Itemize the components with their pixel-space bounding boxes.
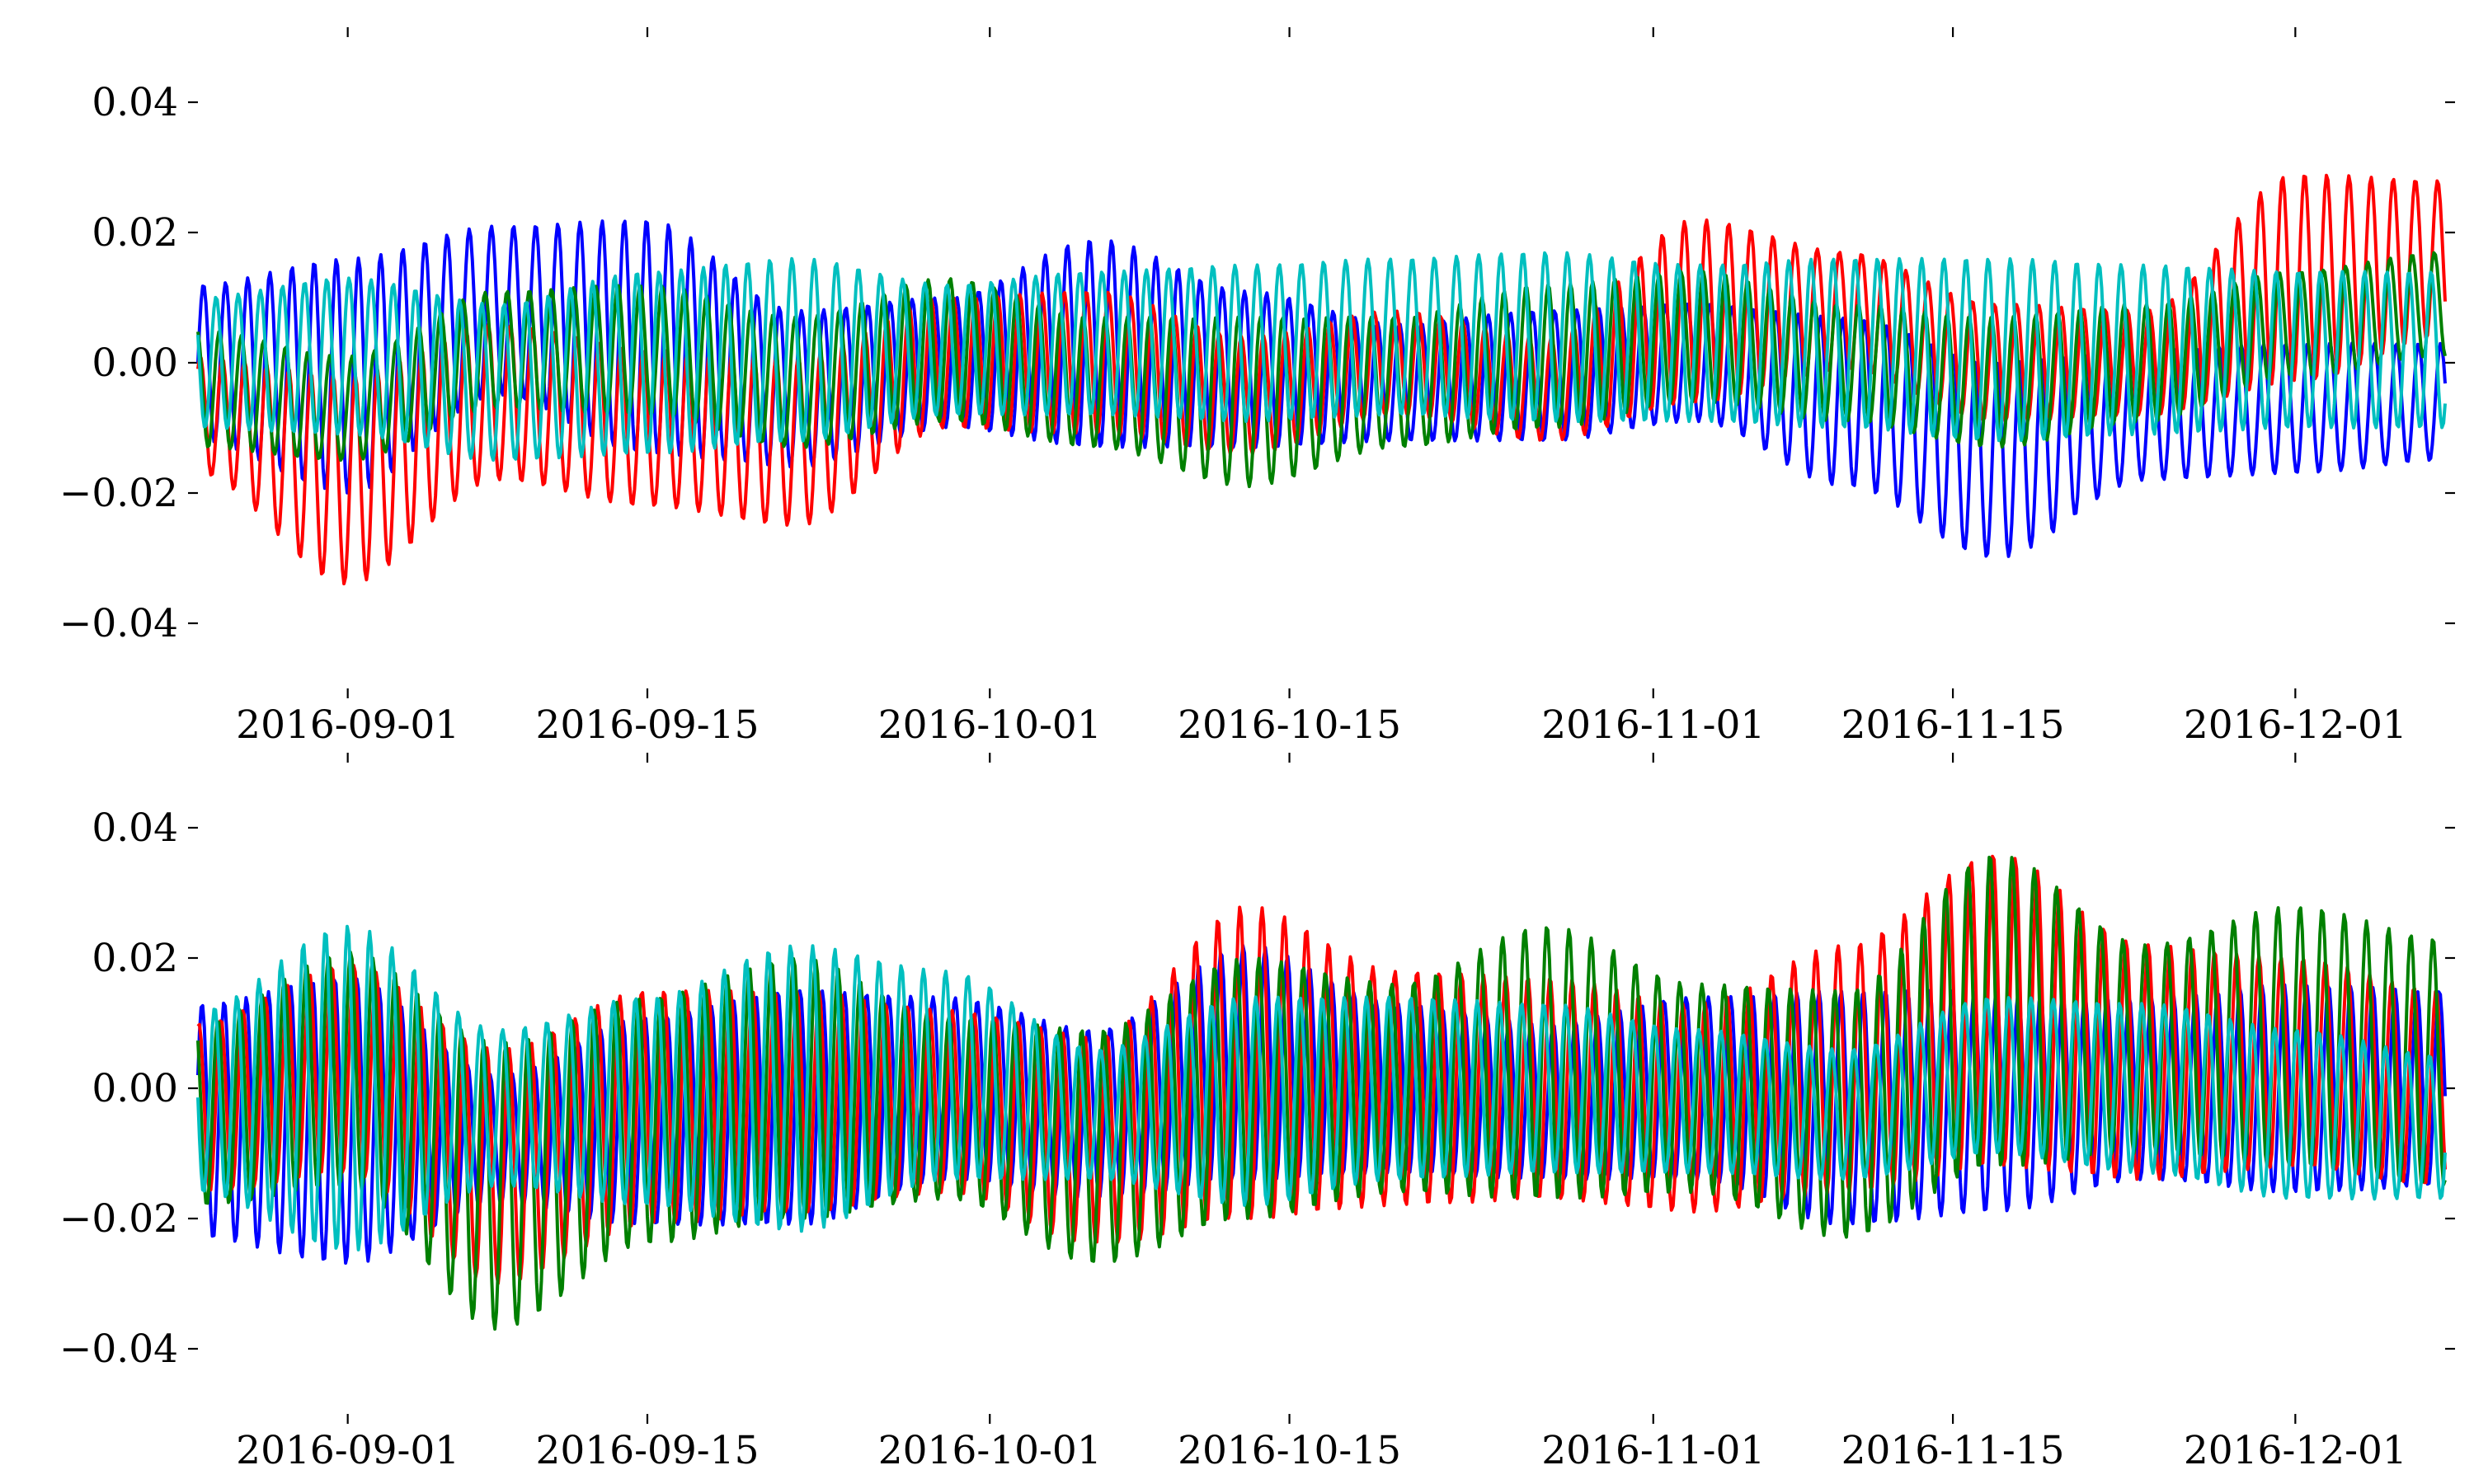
- y-tick-label: 0.00: [92, 1066, 178, 1111]
- y-tick-label: 0.04: [92, 805, 178, 851]
- x-tick-label: 2016-11-15: [1841, 1428, 2065, 1473]
- x-tick-label: 2016-10-01: [878, 702, 1102, 748]
- bottom-panel: 0.04 0.02 0.00 −0.02 −0.04 2016-09-01 2016-09-…: [59, 753, 2455, 1473]
- x-tick-label: 2016-12-01: [2184, 1428, 2407, 1473]
- x-tick-label: 2016-11-01: [1541, 702, 1765, 748]
- x-tick-label: 2016-12-01: [2184, 702, 2407, 748]
- y-tick-label: 0.00: [92, 340, 178, 386]
- x-tick-label: 2016-10-15: [1178, 702, 1401, 748]
- x-tick-label: 2016-10-15: [1178, 1428, 1401, 1473]
- y-tick-label: −0.04: [59, 601, 178, 646]
- series-line: [196, 251, 2447, 463]
- y-tick-label: −0.04: [59, 1327, 178, 1372]
- x-tick-label: 2016-11-01: [1541, 1428, 1765, 1473]
- series-line: [196, 924, 2447, 1252]
- x-tick-label: 2016-09-01: [236, 702, 459, 748]
- x-tick-label: 2016-09-15: [536, 702, 760, 748]
- y-tick-label: −0.02: [59, 471, 178, 516]
- x-tick-label: 2016-09-01: [236, 1428, 459, 1473]
- x-tick-label: 2016-10-01: [878, 1428, 1102, 1473]
- y-tick-label: 0.04: [92, 80, 178, 125]
- y-tick-label: −0.02: [59, 1196, 178, 1242]
- x-tick-label: 2016-11-15: [1841, 702, 2065, 748]
- y-tick-label: 0.02: [92, 936, 178, 981]
- top-panel: 0.04 0.02 0.00 −0.02 −0.04 2016-09-01 2016-09-…: [59, 27, 2455, 748]
- y-tick-label: 0.02: [92, 210, 178, 256]
- series-line: [196, 855, 2447, 1331]
- x-tick-label: 2016-09-15: [536, 1428, 760, 1473]
